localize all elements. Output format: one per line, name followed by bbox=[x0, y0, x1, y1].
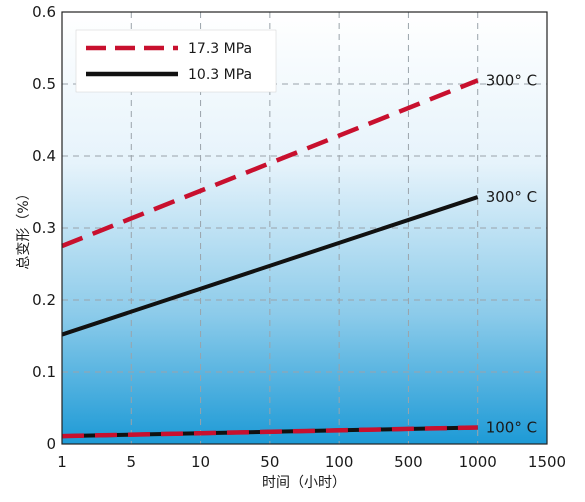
series-annotation: 100° C bbox=[486, 418, 537, 436]
x-tick-label: 1000 bbox=[459, 453, 497, 471]
legend: 17.3 MPa 10.3 MPa bbox=[75, 29, 277, 93]
legend-label: 10.3 MPa bbox=[188, 67, 252, 83]
y-tick-label: 0.1 bbox=[32, 363, 56, 381]
y-tick-label: 0.5 bbox=[32, 75, 56, 93]
legend-box bbox=[75, 29, 277, 93]
y-tick-label: 0.4 bbox=[32, 147, 56, 165]
series-annotations: 300° C 300° C 100° C bbox=[486, 71, 537, 436]
series-annotation: 300° C bbox=[486, 188, 537, 206]
x-axis-ticks: 1 5 10 50 100 500 1000 1500 bbox=[57, 453, 566, 471]
x-axis-title: 时间（小时） bbox=[262, 475, 346, 491]
y-axis-title: 总变形（%） bbox=[16, 186, 32, 269]
series-line-dashed bbox=[61, 425, 478, 439]
x-tick-label: 500 bbox=[394, 453, 423, 471]
y-tick-label: 0 bbox=[46, 435, 56, 453]
legend-label: 17.3 MPa bbox=[188, 41, 252, 57]
x-tick-label: 1500 bbox=[528, 453, 566, 471]
series-annotation: 300° C bbox=[486, 71, 537, 89]
y-axis-ticks: 0 0.1 0.2 0.3 0.4 0.5 0.6 bbox=[32, 3, 56, 453]
y-tick-label: 0.3 bbox=[32, 219, 56, 237]
y-tick-label: 0.2 bbox=[32, 291, 56, 309]
series-line-dashed bbox=[61, 78, 479, 249]
x-tick-label: 50 bbox=[260, 453, 279, 471]
x-tick-label: 10 bbox=[191, 453, 210, 471]
plot-frame bbox=[61, 11, 548, 445]
series-lines bbox=[61, 78, 479, 439]
series-line-solid bbox=[61, 195, 479, 337]
y-tick-label: 0.6 bbox=[32, 3, 56, 21]
x-tick-label: 1 bbox=[57, 453, 67, 471]
x-tick-label: 5 bbox=[127, 453, 137, 471]
x-tick-label: 100 bbox=[325, 453, 354, 471]
